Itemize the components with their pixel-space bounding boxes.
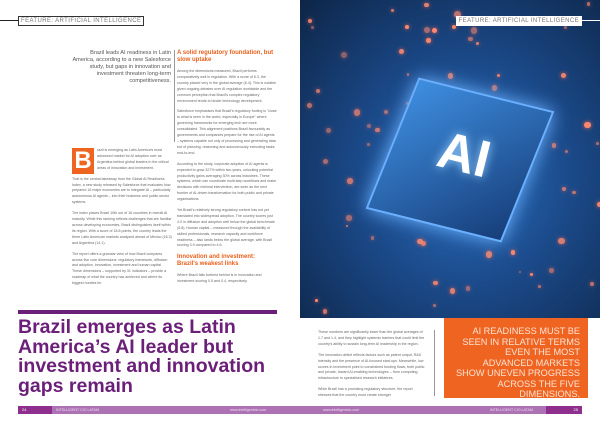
column-divider (434, 330, 435, 396)
paragraph: Among the dimensions measured, Brazil pe… (177, 69, 277, 103)
standfirst: Brazil leads AI readiness in Latin Ameri… (72, 50, 171, 84)
column-1: B razil is emerging as Latin America's m… (72, 148, 172, 292)
circuit-light (596, 201, 600, 207)
pull-quote-box: AI READINESS MUST BE SEEN IN RELATIVE TE… (444, 318, 588, 399)
circuit-light (586, 2, 591, 6)
circuit-light (447, 73, 454, 79)
paragraph: The innovation deficit reflects factors … (318, 352, 425, 381)
circuit-light (584, 121, 591, 128)
circuit-light (497, 74, 501, 77)
headline: Brazil emerges as Latin America’s AI lea… (18, 316, 266, 397)
footer-url-left: www.intelligentcio.com (230, 408, 267, 412)
paragraph: razil is emerging as Latin America's mos… (97, 148, 169, 170)
circuit-light (424, 2, 429, 8)
circuit-light (449, 288, 455, 294)
circuit-light (485, 251, 493, 258)
circuit-light (366, 124, 371, 129)
footer-brand-left: INTELLIGENT CIO LATAM (56, 408, 99, 412)
column-divider (174, 50, 175, 142)
circuit-light (391, 9, 395, 13)
paragraph: These numbers are significantly lower th… (318, 330, 425, 346)
circuit-light (322, 309, 327, 314)
circuit-light (405, 25, 409, 30)
circuit-light (406, 73, 409, 76)
paragraph: The index places Brazil 10th out of 16 c… (72, 211, 172, 245)
circuit-light (417, 238, 423, 244)
circuit-light (399, 48, 404, 54)
paragraph: Salesforce emphasises that Brazil's regu… (177, 109, 277, 155)
footer-url-right: www.intelligentcio.com (323, 408, 360, 412)
circuit-light (315, 298, 318, 302)
subheading: A solid regulatory foundation, but slow … (177, 50, 274, 63)
circuit-light (518, 270, 522, 274)
page-number-left: 24 (18, 406, 52, 414)
footer-bar: 24 INTELLIGENT CIO LATAM www.intelligent… (18, 406, 582, 414)
circuit-light (433, 303, 436, 307)
circuit-light (551, 143, 556, 148)
circuit-light (311, 26, 315, 29)
tag-rule-right (582, 20, 600, 21)
circuit-light (549, 268, 554, 273)
circuit-light (347, 178, 353, 184)
circuit-light (468, 36, 473, 42)
circuit-light (564, 26, 567, 29)
circuit-light (375, 127, 380, 133)
circuit-light (470, 27, 477, 34)
circuit-light (561, 186, 566, 192)
circuit-light (491, 85, 498, 91)
paragraph: The report offers a granular view of how… (72, 251, 168, 286)
circuit-light (432, 28, 438, 34)
circuit-light (590, 281, 595, 286)
section-tag-right: FEATURE: ARTIFICIAL INTELLIGENCE (455, 16, 582, 26)
paragraph: While Brazil has a promising regulatory … (318, 387, 413, 398)
subheading: Innovation and investment: Brazil's weak… (177, 254, 256, 268)
paragraph: Where Brazil falls furthest behind is in… (177, 273, 262, 284)
circuit-light (423, 27, 430, 34)
circuit-light (426, 38, 432, 43)
paragraph: That is the central takeaway from the Gl… (72, 176, 171, 205)
circuit-light (346, 215, 352, 221)
circuit-light (346, 224, 349, 227)
circuit-light (565, 149, 569, 153)
circuit-light (537, 285, 541, 288)
circuit-light (420, 241, 426, 247)
circuit-light (383, 109, 389, 115)
circuit-light (572, 190, 576, 195)
circuit-light (433, 280, 438, 286)
column-3: These numbers are significantly lower th… (318, 330, 426, 404)
circuit-light (510, 250, 516, 255)
circuit-light (451, 24, 457, 30)
pull-quote: AI READINESS MUST BE SEEN IN RELATIVE TE… (455, 326, 580, 399)
column-2: A solid regulatory foundation, but slow … (177, 50, 277, 290)
page-number-right: 25 (546, 406, 582, 414)
circuit-light (340, 52, 347, 59)
circuit-light (454, 11, 462, 18)
section-tag-left: FEATURE: ARTIFICIAL INTELLIGENCE (18, 16, 145, 26)
tag-rule-left (0, 20, 18, 21)
circuit-light (308, 19, 312, 23)
circuit-light (371, 236, 375, 240)
circuit-light (315, 88, 321, 94)
circuit-light (595, 141, 599, 145)
paragraph: Yet Brazil's relatively strong regulator… (177, 208, 275, 248)
circuit-light (307, 102, 312, 108)
headline-rule (18, 310, 277, 314)
footer-brand-right: INTELLIGENT CIO LATAM (490, 408, 533, 412)
drop-cap: B (72, 148, 94, 174)
circuit-light (367, 143, 370, 146)
circuit-light (560, 73, 567, 79)
circuit-light (466, 286, 471, 291)
circuit-light (353, 109, 360, 116)
circuit-light (529, 272, 534, 277)
paragraph: According to the study, corporate adopti… (177, 161, 277, 202)
circuit-light (475, 41, 479, 46)
circuit-light (322, 158, 329, 164)
circuit-light (558, 237, 565, 245)
circuit-light (325, 128, 332, 134)
